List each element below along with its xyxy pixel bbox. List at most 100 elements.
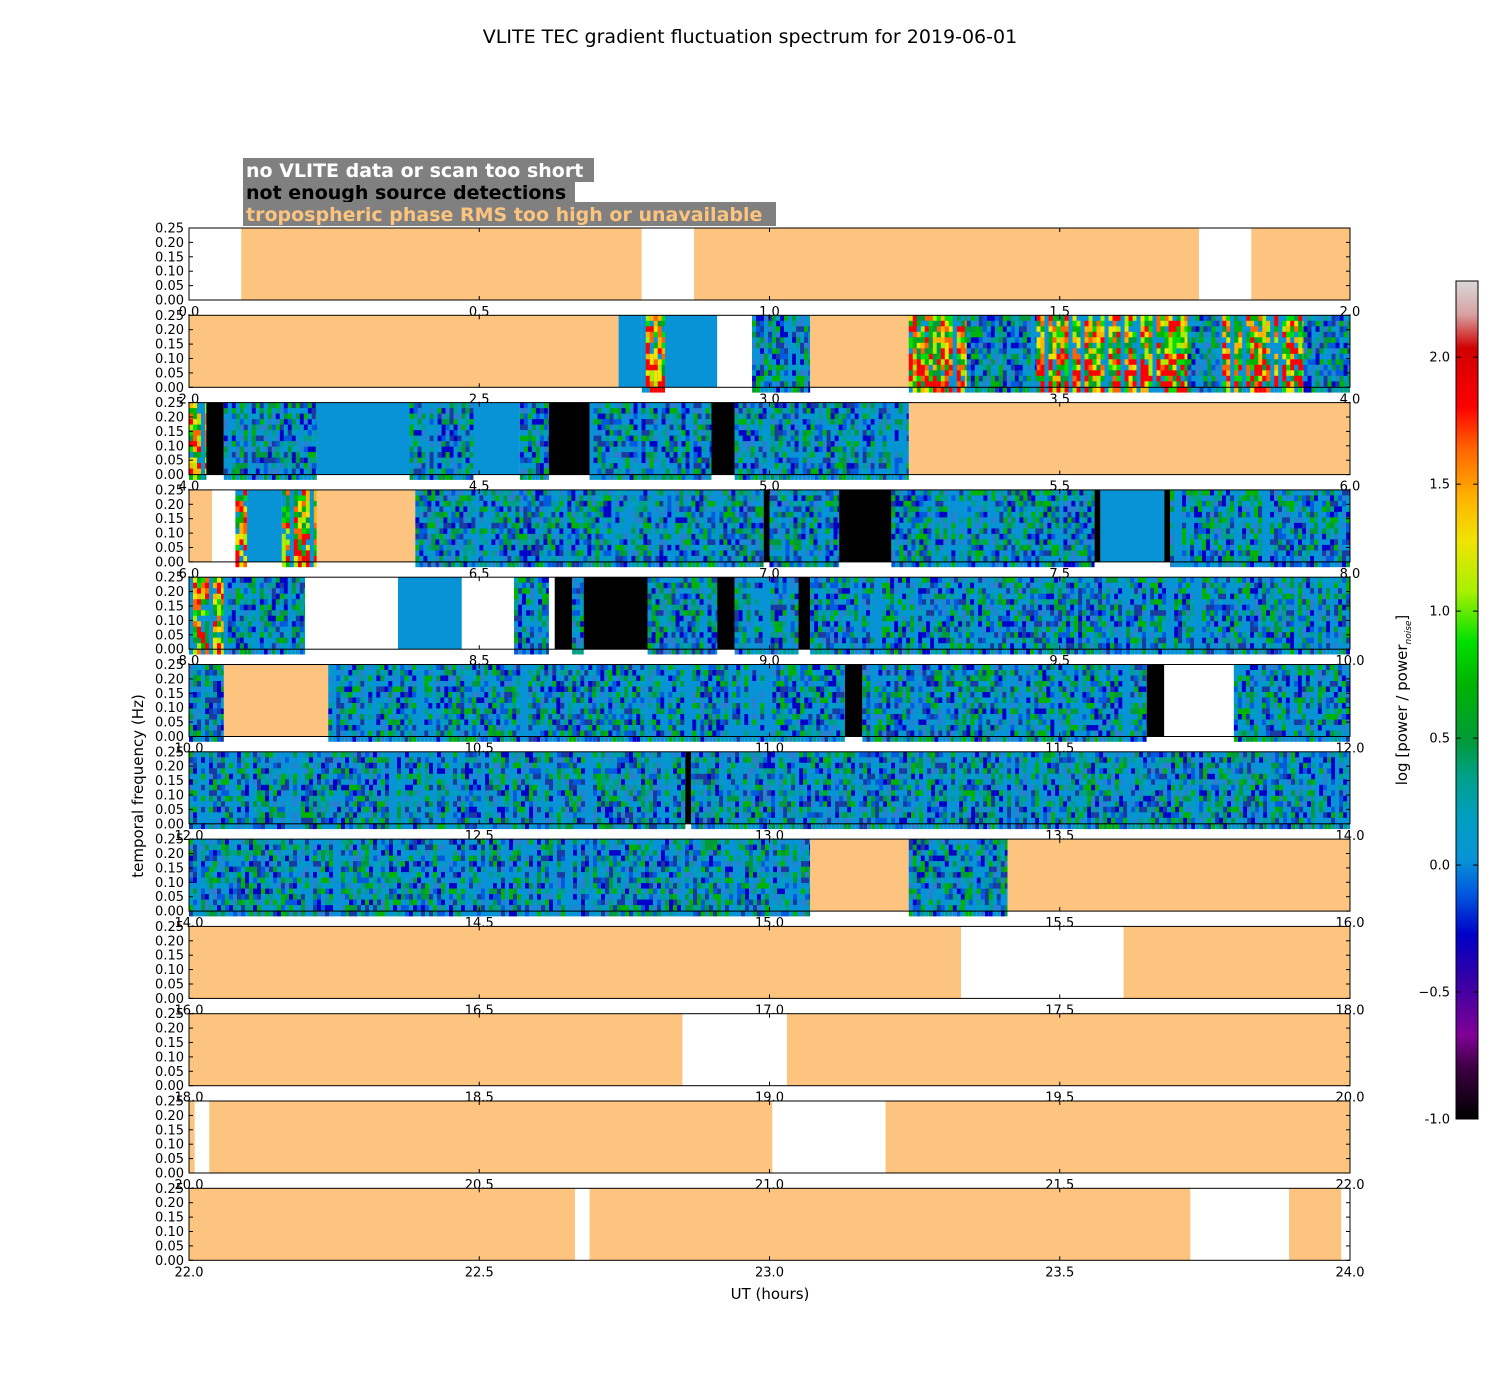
spectrum-cell bbox=[1018, 342, 1023, 349]
spectrum-cell bbox=[435, 555, 440, 562]
spectrum-cell bbox=[463, 489, 468, 496]
spectrum-cell bbox=[653, 348, 658, 355]
spectrum-cell bbox=[742, 413, 747, 420]
spectrum-cell bbox=[693, 452, 698, 458]
spectrum-cell bbox=[1343, 370, 1348, 377]
spectrum-cell bbox=[1172, 381, 1177, 388]
spectrum-cell bbox=[687, 533, 692, 540]
spectrum-cell bbox=[435, 533, 440, 540]
spectrum-cell bbox=[766, 402, 771, 409]
spectrum-cell bbox=[567, 489, 572, 496]
spectrum-cell bbox=[1068, 353, 1073, 360]
spectrum-cell bbox=[1298, 326, 1303, 333]
spectrum-cell bbox=[279, 419, 284, 425]
spectrum-cell bbox=[912, 386, 917, 393]
spectrum-cell bbox=[908, 342, 913, 349]
spectrum-cell bbox=[605, 452, 610, 458]
spectrum-cell bbox=[1199, 386, 1204, 393]
spectrum-cell bbox=[1026, 359, 1031, 366]
spectrum-cell bbox=[826, 430, 831, 436]
spectrum-cell bbox=[603, 500, 608, 507]
spectrum-cell bbox=[1026, 364, 1031, 371]
spectrum-cell bbox=[1222, 315, 1227, 322]
spectrum-cell bbox=[750, 419, 755, 425]
spectrum-cell bbox=[659, 533, 664, 540]
spectrum-cell bbox=[1258, 359, 1263, 366]
spectrum-cell bbox=[627, 550, 632, 557]
spectrum-cell bbox=[774, 474, 779, 480]
spectrum-cell bbox=[523, 522, 528, 529]
spectrum-cell bbox=[746, 424, 751, 431]
spectrum-cell bbox=[421, 452, 426, 458]
spectrum-cell bbox=[623, 495, 628, 502]
spectrum-cell bbox=[752, 342, 757, 349]
spectrum-cell bbox=[964, 386, 967, 393]
spectrum-cell bbox=[543, 408, 548, 414]
spectrum-cell bbox=[637, 408, 642, 414]
y-tick-label: 0.20 bbox=[155, 411, 184, 426]
spectrum-cell bbox=[1140, 326, 1145, 333]
spectrum-cell bbox=[613, 424, 618, 431]
spectrum-cell bbox=[661, 408, 666, 414]
spectrum-cell bbox=[441, 457, 446, 464]
spectrum-cell bbox=[243, 408, 248, 414]
y-tick-label: 0.10 bbox=[155, 265, 184, 280]
spectrum-cell bbox=[583, 528, 588, 535]
spectrum-cell bbox=[455, 528, 460, 535]
spectrum-cell bbox=[511, 555, 516, 562]
spectrum-cell bbox=[1160, 381, 1165, 388]
spectrum-cell bbox=[804, 320, 809, 327]
spectrum-cell bbox=[1030, 342, 1035, 349]
spectrum-cell bbox=[1144, 320, 1149, 327]
spectrum-cell bbox=[683, 528, 688, 535]
spectrum-cell bbox=[998, 359, 1003, 366]
spectrum-cell bbox=[1124, 375, 1129, 382]
spectrum-cell bbox=[760, 375, 765, 382]
spectrum-cell bbox=[752, 348, 757, 355]
spectrum-cell bbox=[982, 370, 987, 377]
spectrum-cell bbox=[1040, 326, 1045, 333]
spectrum-cell bbox=[679, 528, 684, 535]
spectrum-cell bbox=[687, 489, 692, 496]
spectrum-cell bbox=[1222, 331, 1227, 338]
spectrum-cell bbox=[902, 446, 907, 453]
spectrum-cell bbox=[1088, 375, 1093, 382]
spectrum-cell bbox=[649, 424, 654, 431]
spectrum-cell bbox=[595, 561, 600, 568]
spectrum-cell bbox=[1311, 364, 1316, 371]
spectrum-cell bbox=[1319, 359, 1324, 366]
spectrum-cell bbox=[906, 463, 909, 469]
spectrum-cell bbox=[475, 539, 480, 546]
spectrum-cell bbox=[653, 386, 658, 393]
spectrum-cell bbox=[1132, 326, 1137, 333]
spectrum-cell bbox=[862, 408, 867, 414]
spectrum-cell bbox=[1270, 348, 1275, 355]
spectrum-cell bbox=[920, 315, 925, 322]
spectrum-cell bbox=[413, 457, 418, 464]
spectrum-cell bbox=[738, 419, 743, 425]
spectrum-cell bbox=[683, 489, 688, 496]
spectrum-cell bbox=[609, 435, 614, 442]
spectrum-cell bbox=[978, 348, 983, 355]
spectrum-cell bbox=[239, 539, 244, 546]
spectrum-cell bbox=[796, 320, 801, 327]
spectrum-cell bbox=[657, 408, 662, 414]
spectrum-cell bbox=[774, 468, 779, 475]
spectrum-cell bbox=[948, 315, 953, 322]
spectrum-cell bbox=[589, 430, 594, 436]
spectrum-cell bbox=[307, 446, 312, 453]
spectrum-cell bbox=[1319, 337, 1324, 344]
spectrum-cell bbox=[838, 446, 843, 453]
spectrum-cell bbox=[297, 539, 302, 546]
spectrum-cell bbox=[1104, 331, 1109, 338]
spectrum-cell bbox=[671, 533, 676, 540]
spectrum-cell bbox=[593, 435, 598, 442]
spectrum-cell bbox=[1226, 359, 1231, 366]
spectrum-cell bbox=[806, 430, 811, 436]
spectrum-cell bbox=[870, 474, 875, 480]
spectrum-cell bbox=[543, 561, 548, 568]
spectrum-cell bbox=[908, 370, 913, 377]
spectrum-cell bbox=[912, 342, 917, 349]
spectrum-cell bbox=[814, 463, 819, 469]
spectrum-cell bbox=[279, 435, 284, 442]
